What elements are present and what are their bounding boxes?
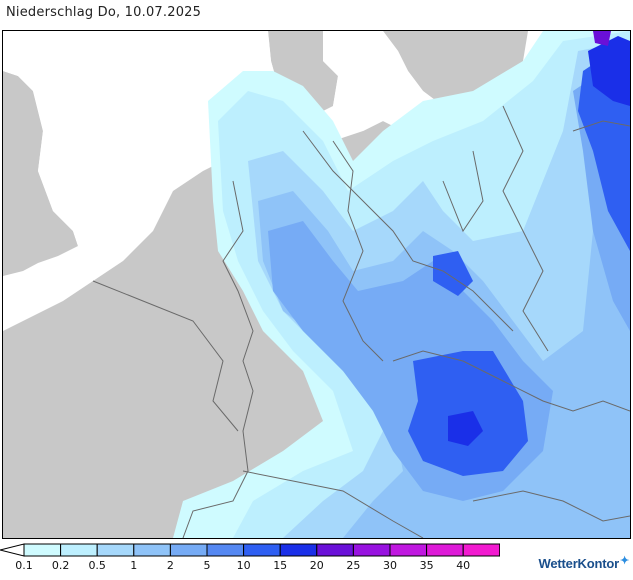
page-title: Niederschlag Do, 10.07.2025 [6,5,202,20]
legend-colorbar [0,543,500,557]
legend-swatch [243,543,281,557]
legend-swatch [462,543,500,557]
legend-label: 30 [383,559,397,572]
border-line [182,180,254,538]
precip-15 [593,31,611,46]
border-line [332,140,384,362]
brand-logo: WetterKontor✦ [538,554,630,571]
legend-swatch [279,543,318,557]
legend-label: 25 [346,559,361,572]
legend-label: 15 [273,559,288,572]
legend-swatch [389,543,428,557]
legend-label: 2 [166,559,174,572]
legend-swatch [169,543,208,557]
legend-swatch [206,543,245,557]
precip-10 [448,411,483,446]
legend-label: 0.1 [15,559,33,572]
legend-label: 20 [309,559,324,572]
legend-label: 0.2 [51,559,70,572]
legend-label: 35 [419,559,434,572]
precipitation-field [173,31,630,538]
legend-swatch [133,543,171,557]
legend-arrow-left [0,543,25,557]
border-line [92,280,239,432]
land-england [3,71,78,276]
border-line [502,105,549,352]
legend-swatch [426,543,464,557]
map-canvas [3,31,630,538]
legend-label: 40 [456,559,471,572]
legend-label: 1 [130,559,138,572]
brand-name: WetterKontor [538,556,620,571]
legend-label: 10 [236,559,251,572]
border-line [302,130,514,332]
legend-labels: 0.1 0.2 0.5 1 2 5 10 15 20 25 30 35 40 [0,559,500,573]
land-denmark [268,31,338,116]
precip-10-east [588,36,630,106]
legend-swatch [23,543,62,557]
country-borders [92,105,630,538]
raindrops-icon: ✦ [619,555,629,567]
border-line [572,120,630,132]
sea-north [3,31,278,246]
legend-swatch [352,543,391,557]
legend-label: 0.5 [88,559,106,572]
legend-swatch [96,543,135,557]
border-line [392,350,630,412]
border-line [242,470,424,538]
legend-label: 5 [203,559,211,572]
border-line [442,150,484,233]
border-line [472,490,630,522]
precipitation-map [2,30,631,539]
legend-swatch [60,543,98,557]
legend-swatch [316,543,354,557]
